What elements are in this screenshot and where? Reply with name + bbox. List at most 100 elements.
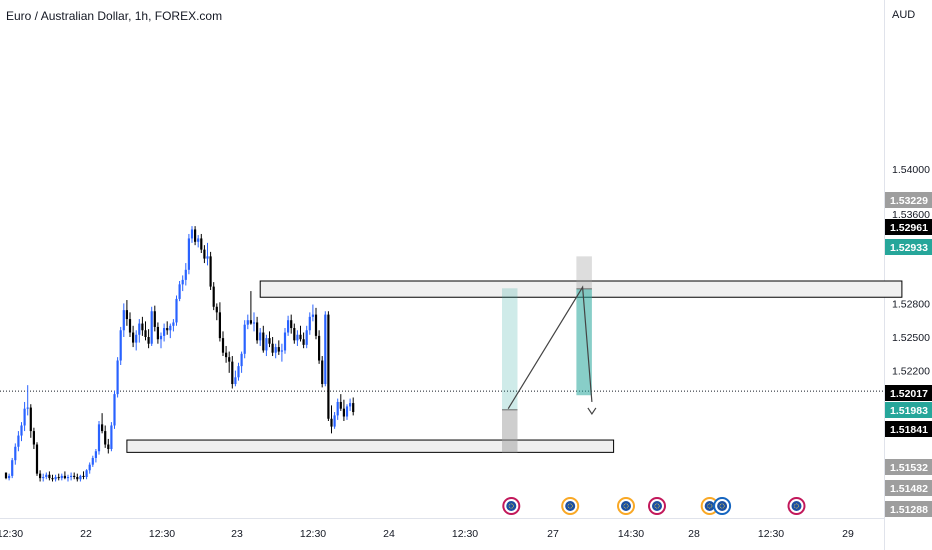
price-label-box	[885, 459, 932, 475]
candle-body	[119, 330, 122, 361]
projection-path	[507, 285, 593, 409]
candle-body	[48, 474, 51, 479]
candle-body	[110, 425, 113, 449]
candle-body	[125, 310, 128, 320]
candle-body	[311, 314, 314, 317]
candle-body	[234, 377, 237, 385]
x-tick-label: 23	[231, 528, 243, 540]
positions-layer	[502, 256, 592, 453]
event-stars	[654, 503, 660, 509]
currency-label: AUD	[892, 9, 916, 21]
price-label-price: 1.52961	[885, 219, 932, 235]
event-stars	[567, 503, 573, 509]
event-flag-icon[interactable]	[648, 497, 666, 515]
candle-body	[35, 444, 39, 474]
candle-body	[94, 451, 97, 458]
event-stars	[707, 503, 713, 509]
candle-body	[122, 310, 125, 331]
price-label-text: 1.51841	[890, 424, 928, 436]
candle-body	[82, 475, 85, 477]
candle-body	[76, 477, 79, 480]
candle-body	[8, 475, 11, 479]
candle-body	[197, 238, 200, 242]
candle-body	[194, 229, 197, 242]
candle-body	[290, 320, 293, 329]
candle-body	[308, 316, 311, 331]
price-label-text: 1.52961	[890, 222, 928, 234]
candle-body	[231, 361, 234, 385]
event-stars	[719, 503, 725, 509]
projection-layer	[507, 285, 597, 416]
event-globe	[791, 501, 802, 511]
candle-body	[321, 360, 324, 385]
candle-body	[181, 279, 184, 285]
candle-body	[237, 366, 240, 378]
x-tick-label: 22	[80, 528, 92, 540]
candle-body	[175, 298, 178, 323]
event-flag-icon[interactable]	[502, 497, 521, 515]
candle-body	[63, 475, 66, 479]
candle-body	[256, 322, 259, 341]
event-flag-icon[interactable]	[561, 497, 580, 515]
candle-body	[85, 470, 88, 477]
price-label-target: 1.51983	[885, 402, 932, 418]
candle-body	[221, 338, 225, 353]
candle-body	[144, 330, 147, 337]
price-label-stop: 1.51482	[885, 480, 932, 496]
candle-body	[184, 269, 187, 280]
position-short-stop	[576, 256, 592, 289]
candle-body	[265, 338, 268, 351]
candle-body	[324, 314, 327, 385]
candle-body	[141, 323, 144, 331]
candle-body	[336, 401, 339, 416]
x-tick-label: 27	[547, 528, 559, 540]
candle-body	[79, 475, 82, 480]
y-tick-label: 1.52200	[892, 366, 930, 378]
candle-body	[138, 323, 141, 335]
candle-body	[339, 401, 342, 409]
price-label-text: 1.51482	[890, 483, 928, 495]
candle-body	[283, 332, 287, 351]
events-layer	[502, 497, 806, 515]
event-globe	[704, 501, 715, 511]
candle-body	[252, 322, 256, 324]
candle-body	[330, 418, 333, 427]
candle-body	[39, 473, 42, 479]
zone-support	[126, 439, 615, 453]
candle-body	[4, 472, 8, 479]
event-flag-icon[interactable]	[617, 497, 635, 515]
price-label-box	[885, 480, 932, 496]
candle-body	[327, 314, 330, 419]
candle-body	[342, 408, 345, 417]
candle-body	[203, 249, 206, 259]
candle-body	[14, 446, 17, 461]
y-tick-label: 1.53600	[892, 209, 930, 221]
price-label-text: 1.52017	[890, 388, 928, 400]
candle-body	[135, 334, 138, 343]
candle-body	[113, 394, 116, 426]
x-tick-label: 24	[383, 528, 395, 540]
candle-body	[60, 475, 63, 479]
price-label-text: 1.52933	[890, 242, 928, 254]
candle-body	[153, 311, 156, 327]
x-tick-label: 12:30	[758, 528, 784, 540]
candle-body	[277, 347, 280, 352]
candle-body	[287, 320, 290, 333]
candle-body	[293, 328, 296, 341]
price-label-price: 1.52017	[885, 385, 932, 401]
candle-body	[172, 322, 175, 326]
candle-body	[333, 415, 336, 427]
candle-body	[66, 477, 70, 479]
x-tick-label: 12:30	[452, 528, 478, 540]
candle-body	[97, 424, 101, 452]
candle-body	[26, 407, 29, 409]
event-globe	[717, 501, 728, 511]
price-label-box	[885, 239, 932, 255]
projection-arrow	[587, 407, 597, 416]
candle-body	[349, 403, 352, 407]
event-flag-icon[interactable]	[787, 497, 806, 515]
price-label-box	[885, 402, 932, 418]
candle-body	[218, 312, 221, 339]
event-flag-icon[interactable]	[713, 497, 732, 515]
